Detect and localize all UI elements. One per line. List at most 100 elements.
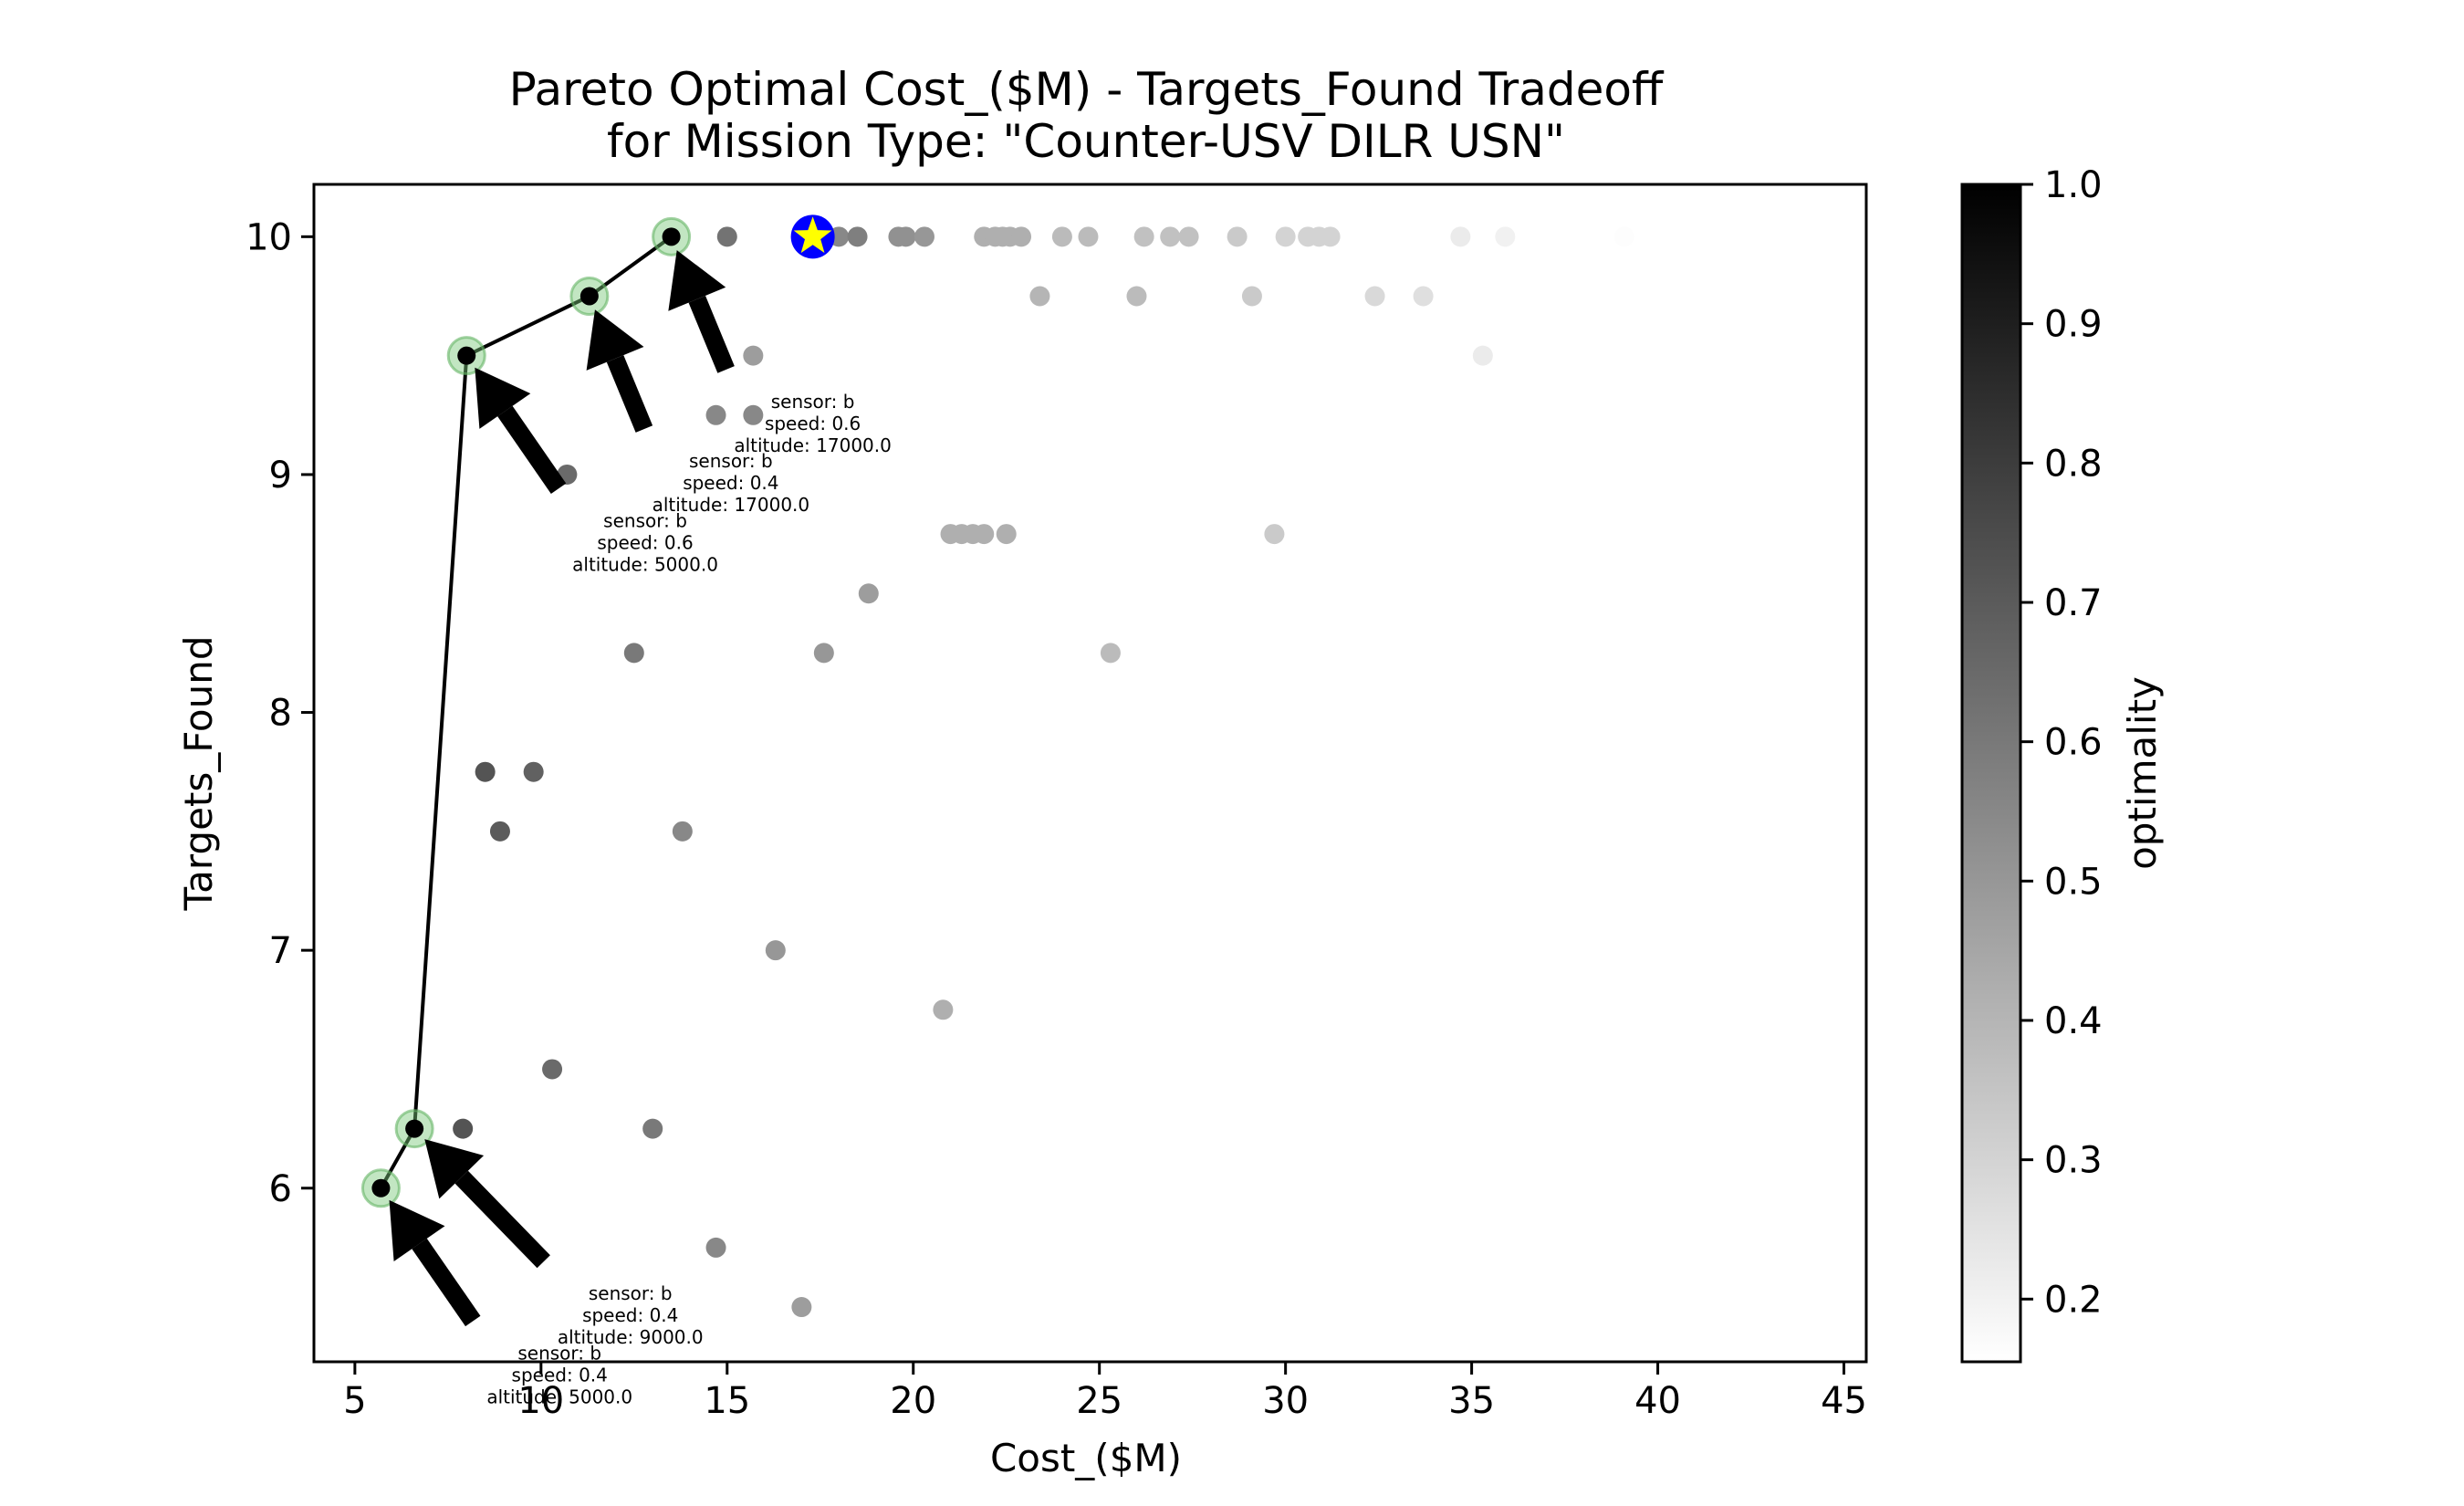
data-point <box>1413 286 1434 307</box>
data-point <box>1275 226 1296 247</box>
colorbar-tick-label: 0.8 <box>2044 443 2103 485</box>
data-point <box>1126 286 1147 307</box>
data-point <box>705 404 726 425</box>
annotation-text: speed: 0.4 <box>512 1364 608 1386</box>
x-tick-label: 15 <box>704 1380 750 1422</box>
pareto-point <box>662 227 681 246</box>
data-point <box>1051 226 1072 247</box>
colorbar-tick-label: 0.7 <box>2044 582 2103 624</box>
y-tick-label: 8 <box>269 693 292 735</box>
annotation-text: altitude: 9000.0 <box>558 1326 704 1348</box>
annotation-text: sensor: b <box>771 391 855 413</box>
chart-title: Pareto Optimal Cost_($M) - Targets_Found… <box>509 63 1665 116</box>
x-tick-label: 40 <box>1634 1380 1681 1422</box>
annotation-text: sensor: b <box>603 509 687 531</box>
y-tick-label: 6 <box>269 1168 292 1210</box>
data-point <box>672 821 693 842</box>
data-point <box>765 940 786 961</box>
pareto-front <box>360 216 692 1208</box>
annotation-text: altitude: 17000.0 <box>734 434 892 456</box>
colorbar-tick-label: 0.9 <box>2044 304 2103 346</box>
annotation-arrowhead <box>475 367 531 429</box>
data-point <box>743 404 764 425</box>
annotation-text: sensor: b <box>517 1342 601 1364</box>
data-point <box>523 761 544 782</box>
colorbar-ticks: 1.0 0.9 0.8 0.7 0.6 0.5 0.4 0.3 0.2 <box>2020 164 2103 1321</box>
colorbar-tick-label: 0.6 <box>2044 722 2103 764</box>
annotation-text: speed: 0.4 <box>683 472 778 494</box>
data-point <box>1364 286 1385 307</box>
star-icon <box>793 216 832 254</box>
data-point <box>1241 286 1262 307</box>
data-point <box>1160 226 1181 247</box>
y-axis: 6 7 8 9 10 <box>245 216 314 1210</box>
annotation-arrow <box>606 355 653 433</box>
colorbar-tick-label: 0.5 <box>2044 861 2103 903</box>
colorbar-gradient <box>1960 183 2022 1364</box>
annotation-text: sensor: b <box>589 1282 673 1304</box>
data-point <box>475 761 496 782</box>
annotation-text: speed: 0.4 <box>582 1304 678 1326</box>
data-point <box>1029 286 1050 307</box>
y-tick-label: 9 <box>269 455 292 497</box>
y-axis-label: Targets_Found <box>176 635 221 911</box>
x-tick-label: 45 <box>1821 1380 1867 1422</box>
data-point <box>858 583 879 604</box>
y-tick-label: 10 <box>245 216 292 258</box>
data-point <box>453 1118 474 1139</box>
pareto-point <box>405 1119 424 1138</box>
colorbar-tick-label: 0.3 <box>2044 1140 2103 1182</box>
data-point <box>1450 226 1471 247</box>
annotation-text: altitude: 5000.0 <box>572 553 718 575</box>
plot-frame <box>312 183 1868 1364</box>
data-point <box>1011 226 1032 247</box>
data-point <box>1100 643 1121 664</box>
annotation-text: sensor: b <box>689 450 773 472</box>
data-point <box>1495 226 1516 247</box>
data-point <box>743 345 764 366</box>
annotation-text: altitude: 17000.0 <box>653 494 810 516</box>
x-tick-label: 30 <box>1262 1380 1309 1422</box>
data-point <box>623 643 644 664</box>
x-tick-label: 35 <box>1448 1380 1495 1422</box>
data-point <box>642 1118 663 1139</box>
data-point <box>933 999 954 1020</box>
colorbar-tick-label: 0.2 <box>2044 1279 2103 1321</box>
chart-subtitle: for Mission Type: "Counter-USV DILR USN" <box>607 115 1565 168</box>
x-tick-label: 5 <box>343 1380 366 1422</box>
data-point <box>996 524 1017 545</box>
data-point <box>1320 226 1341 247</box>
colorbar: 1.0 0.9 0.8 0.7 0.6 0.5 0.4 0.3 0.2 optimality <box>1960 164 2165 1364</box>
x-axis-label: Cost_($M) <box>990 1436 1182 1480</box>
data-point <box>1178 226 1199 247</box>
data-point <box>791 1297 812 1318</box>
data-point <box>1264 524 1285 545</box>
data-point <box>813 643 834 664</box>
data-point <box>542 1059 563 1080</box>
colorbar-label: optimality <box>2120 676 2165 870</box>
data-point <box>1613 226 1634 247</box>
data-point <box>1133 226 1154 247</box>
annotation-text: speed: 0.6 <box>765 413 861 434</box>
data-point <box>1227 226 1248 247</box>
x-axis: 5 10 15 20 25 30 35 40 45 <box>343 1362 1867 1422</box>
data-point <box>489 821 510 842</box>
annotation-arrowhead <box>389 1199 445 1261</box>
colorbar-tick-label: 1.0 <box>2044 164 2103 206</box>
data-point <box>705 1237 726 1258</box>
data-point <box>914 226 934 247</box>
pareto-point <box>457 346 476 365</box>
data-point <box>847 226 868 247</box>
annotation-text: altitude: 5000.0 <box>486 1386 632 1407</box>
annotation-arrow <box>688 295 735 373</box>
data-point <box>895 226 916 247</box>
data-point <box>1078 226 1099 247</box>
x-tick-label: 10 <box>517 1380 564 1422</box>
scatter-points <box>453 214 1634 1318</box>
annotation-arrow <box>412 1238 481 1327</box>
pareto-point <box>579 287 599 306</box>
x-tick-label: 25 <box>1076 1380 1122 1422</box>
annotation-arrowhead <box>424 1139 485 1199</box>
